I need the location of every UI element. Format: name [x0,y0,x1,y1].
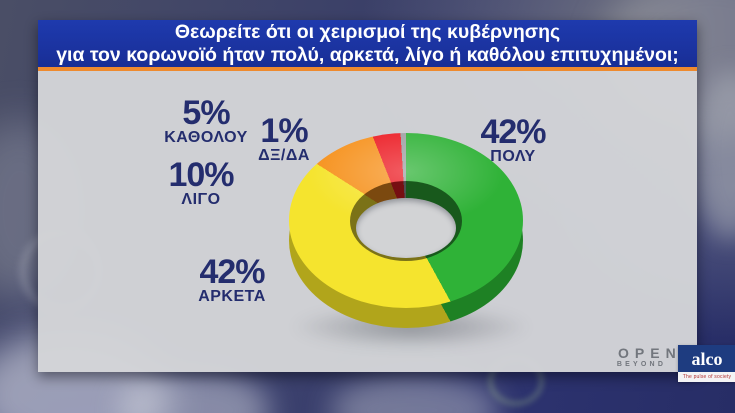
background-face-mask-photo [695,70,735,240]
callout-arketa: 42% ΑΡΚΕΤΑ [198,253,266,307]
category-label: ΑΡΚΕΤΑ [198,288,266,305]
background-doodle-blob [330,375,500,413]
category-label: ΚΑΘΟΛΟΥ [164,129,248,146]
callout-poly: 42% ΠΟΛΥ [480,113,546,167]
alco-logo: alco The pulse of society [678,345,735,382]
alco-tagline: The pulse of society [682,374,732,380]
question-line-2: για τον κορωνοϊό ήταν πολύ, αρκετά, λίγο… [56,44,679,66]
background-doodle-blob [120,370,270,413]
percent-value: 5% [182,94,230,132]
alco-tagline-strip: The pulse of society [678,372,735,382]
donut-chart [251,113,561,353]
callout-dxda: 1% ΔΞ/ΔΑ [258,112,310,166]
percent-value: 10% [168,156,234,194]
question-header: Θεωρείτε ότι οι χειρισμοί της κυβέρνησης… [38,20,697,67]
percent-value: 1% [260,112,308,150]
category-label: ΛΙΓΟ [181,191,221,208]
percent-value: 42% [480,113,546,151]
category-label: ΔΞ/ΔΑ [258,147,310,164]
category-label: ΠΟΛΥ [490,148,536,165]
header-accent-rule [38,67,697,71]
alco-logo-box: alco [678,345,735,372]
open-beyond-subtitle: BEYOND [616,361,667,368]
open-wordmark: OPEN [618,345,682,361]
callout-ligo: 10% ΛΙΓΟ [168,156,234,210]
alco-wordmark: alco [691,348,723,369]
open-tv-logo: OPEN BEYOND [612,345,682,369]
content-panel: Θεωρείτε ότι οι χειρισμοί της κυβέρνησης… [38,20,735,382]
question-line-1: Θεωρείτε ότι οι χειρισμοί της κυβέρνησης [174,21,561,43]
percent-value: 42% [199,253,265,291]
callout-katholou: 5% ΚΑΘΟΛΟΥ [164,94,248,148]
donut-hole [356,198,456,258]
